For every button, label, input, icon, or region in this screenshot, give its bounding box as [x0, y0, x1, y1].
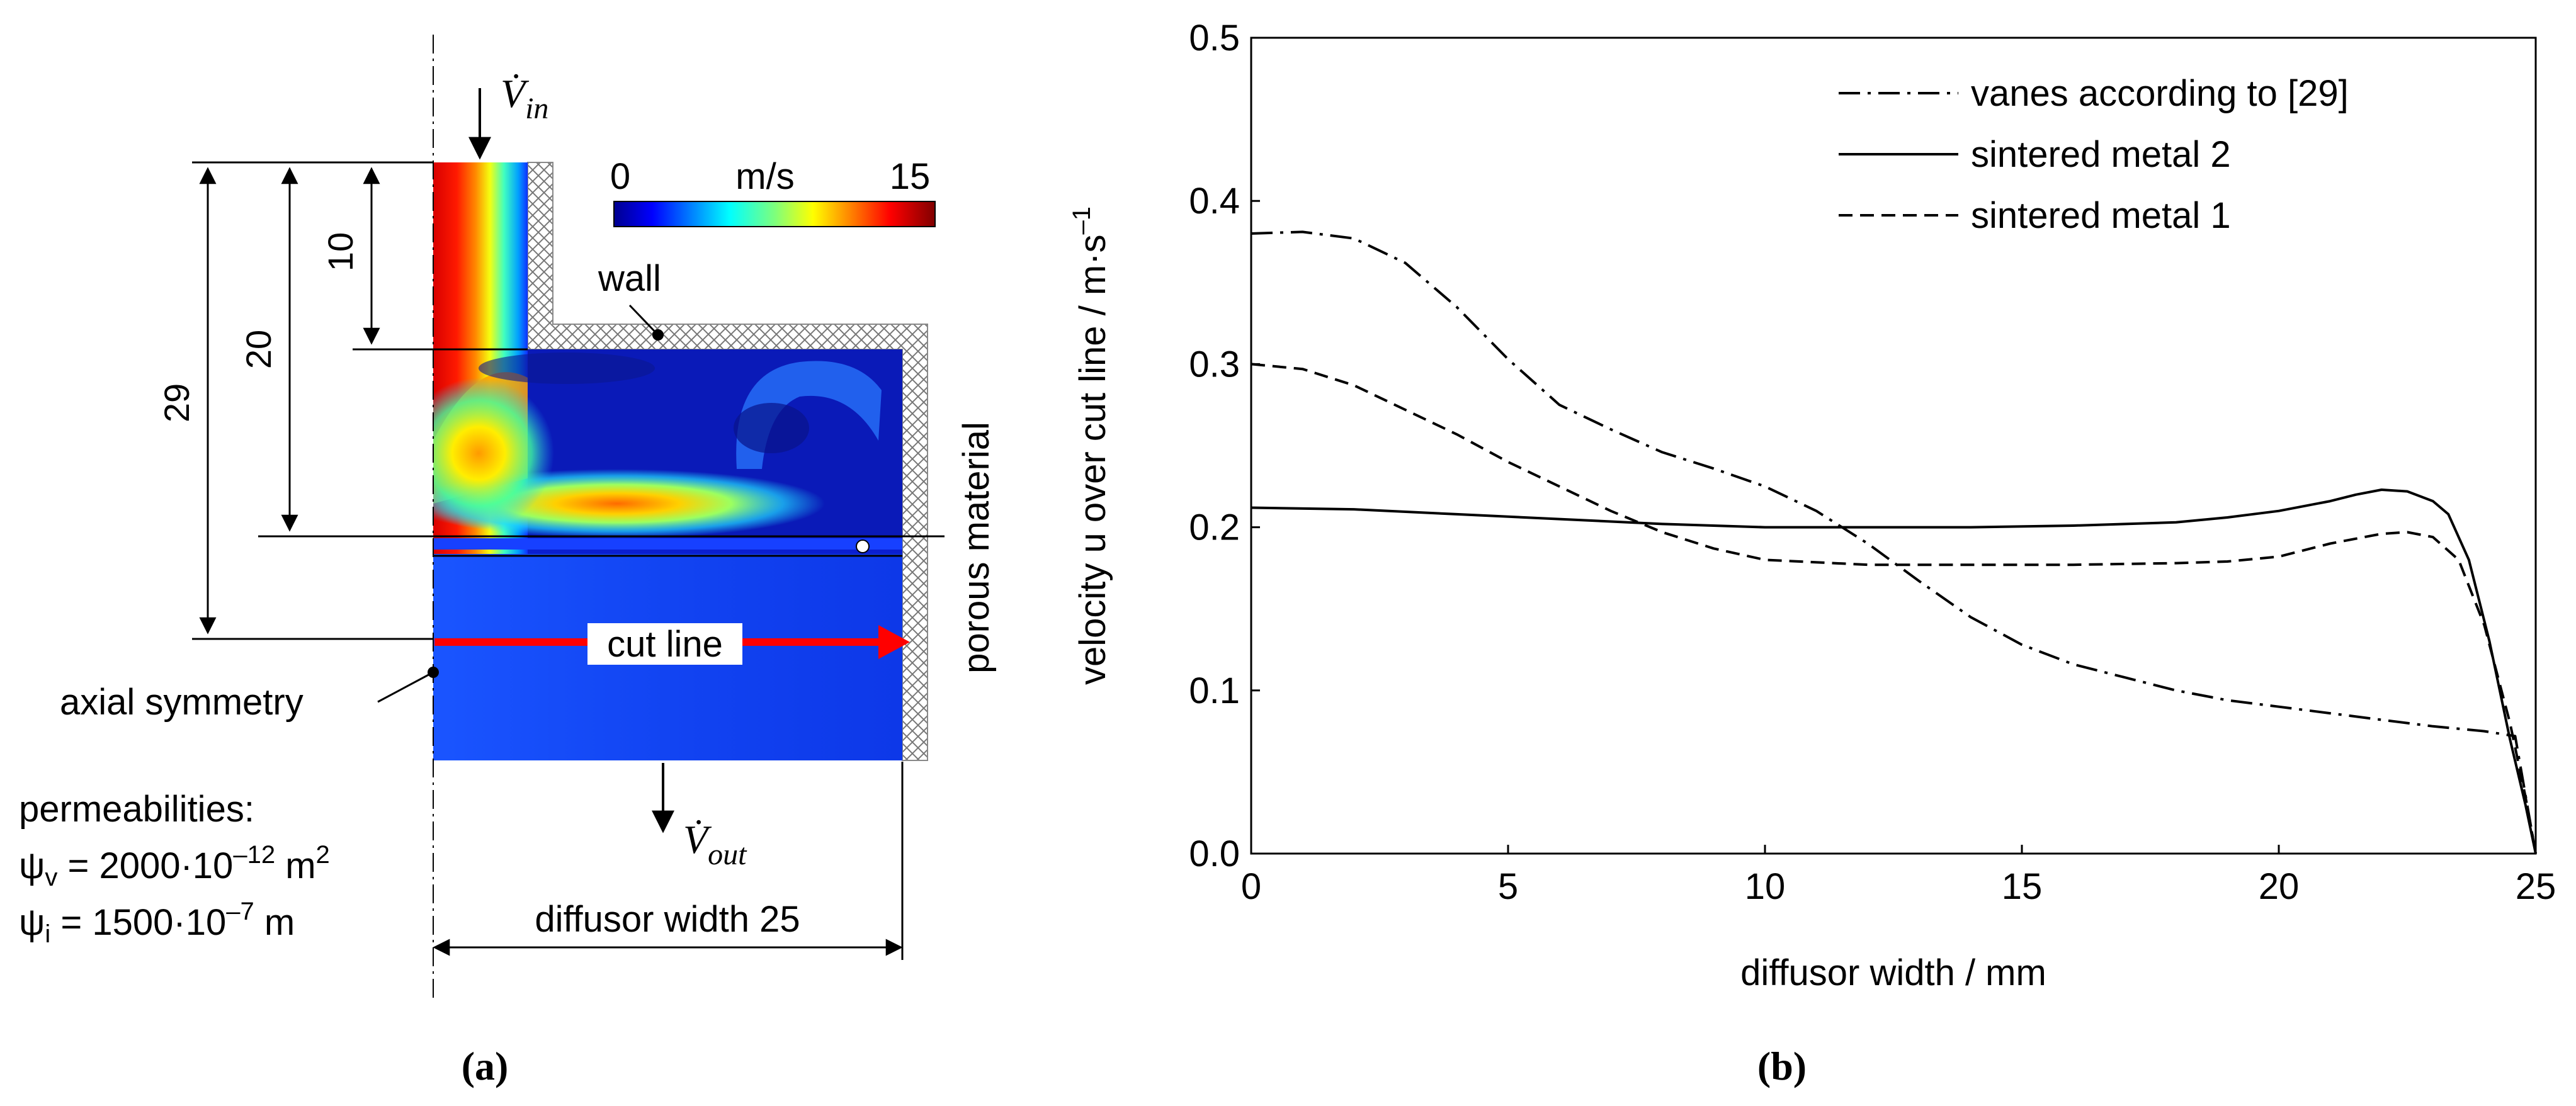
axial-symmetry-label: axial symmetry: [60, 682, 304, 723]
y-tick-label: 0.5: [1189, 18, 1240, 59]
wall-label: wall: [598, 258, 661, 299]
outlet-label: V̇out: [683, 817, 747, 871]
panel-b: 0.0 0.1 0.2 0.3 0.4 0.5 0 5 10 15 20 25 vanes acco…: [1068, 18, 2556, 1088]
series-line-3: [1251, 363, 2537, 854]
y-axis-label: velocity u over cut line / m·s–1: [1068, 206, 1113, 685]
panel-a: 10 20 29 V̇in V̇out 0 m/s 15 wall porous…: [19, 35, 997, 1088]
colorbar-max: 15: [890, 156, 931, 197]
dim-label-20: 20: [239, 330, 278, 369]
velocity-field: [433, 162, 902, 760]
permeabilities-title: permeabilities:: [19, 789, 254, 830]
permeability-psi-i: ψi = 1500·10–7 m: [19, 898, 295, 948]
x-axis: 0 5 10 15 20 25: [1241, 845, 2556, 907]
legend: vanes according to [29] sintered metal 2 s…: [1839, 73, 2349, 236]
legend-label-2: sintered metal 2: [1971, 134, 2231, 175]
series-line-2: [1251, 488, 2537, 854]
y-tick-label: 0.4: [1189, 181, 1240, 222]
dim-label-29: 29: [157, 383, 196, 422]
caption-a: (a): [462, 1044, 509, 1088]
porous-material-label: porous material: [956, 422, 997, 674]
cut-line-label: cut line: [607, 624, 723, 665]
plot-area: [1250, 37, 2537, 855]
inlet-label: V̇in: [501, 71, 548, 125]
x-axis-label: diffusor width / mm: [1740, 952, 2046, 993]
x-tick-label: 5: [1498, 866, 1518, 907]
permeability-psi-v: ψv = 2000·10–12 m2: [19, 841, 330, 891]
x-tick-label: 15: [2002, 866, 2043, 907]
caption-b: (b): [1757, 1044, 1807, 1088]
colorbar-unit: m/s: [735, 156, 794, 197]
series-line-1: [1251, 230, 2537, 854]
y-axis: 0.0 0.1 0.2 0.3 0.4 0.5: [1189, 18, 1260, 874]
y-tick-label: 0.1: [1189, 670, 1240, 711]
y-tick-label: 0.2: [1189, 507, 1240, 548]
colorbar: [613, 201, 936, 227]
x-tick-label: 0: [1241, 866, 1261, 907]
legend-label-3: sintered metal 1: [1971, 195, 2231, 236]
y-tick-label: 0.0: [1189, 833, 1240, 874]
dim-label-10: 10: [321, 232, 360, 271]
legend-label-1: vanes according to [29]: [1971, 73, 2349, 114]
x-tick-label: 20: [2259, 866, 2300, 907]
dimension-lines: [192, 161, 904, 960]
x-tick-label: 25: [2516, 866, 2556, 907]
x-tick-label: 10: [1745, 866, 1786, 907]
series-lines: [1251, 230, 2537, 854]
diffusor-width-label: diffusor width 25: [535, 899, 800, 940]
y-tick-label: 0.3: [1189, 344, 1240, 385]
colorbar-min: 0: [610, 156, 630, 197]
